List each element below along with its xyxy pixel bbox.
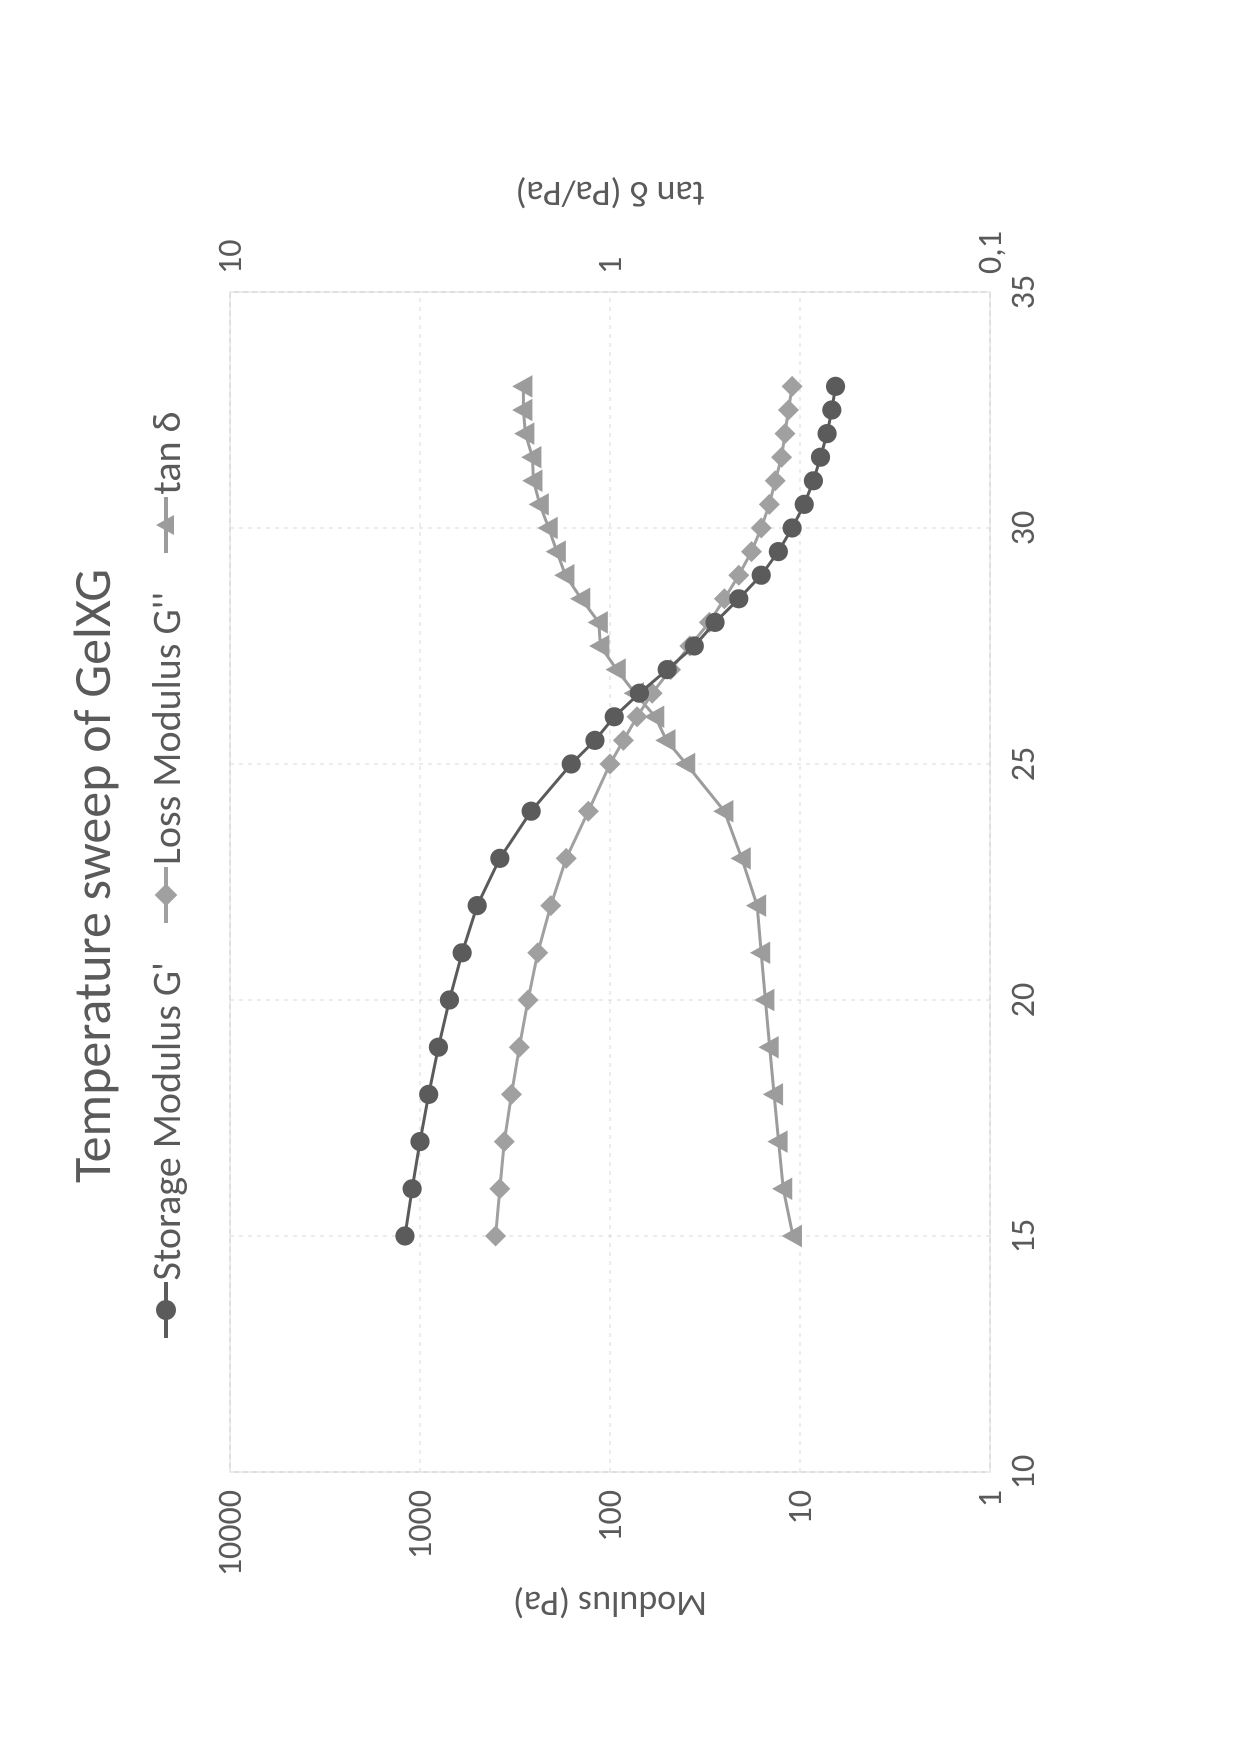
svg-text:Modulus (Pa): Modulus (Pa) — [513, 1582, 707, 1626]
svg-text:1: 1 — [970, 1490, 1011, 1507]
svg-text:35: 35 — [1003, 275, 1044, 309]
figure: Temperature sweep of GelXG Storage Modul… — [0, 0, 1240, 1752]
svg-text:25: 25 — [1003, 747, 1044, 781]
rotated-figure-wrap: Temperature sweep of GelXG Storage Modul… — [0, 0, 1240, 1752]
svg-text:10: 10 — [1003, 1455, 1044, 1489]
svg-text:10000: 10000 — [210, 1490, 251, 1576]
svg-text:15: 15 — [1003, 1219, 1044, 1253]
svg-text:0,1: 0,1 — [970, 231, 1011, 274]
svg-text:30: 30 — [1003, 511, 1044, 545]
svg-text:1: 1 — [590, 257, 631, 274]
svg-text:20: 20 — [1003, 983, 1044, 1017]
svg-text:10: 10 — [780, 1490, 821, 1524]
svg-text:1000: 1000 — [400, 1490, 441, 1559]
svg-text:10: 10 — [210, 240, 251, 274]
svg-text:100: 100 — [590, 1490, 631, 1542]
svg-text:tan δ (Pa/Pa): tan δ (Pa/Pa) — [516, 172, 705, 216]
chart-plot-area: 1015202530351101001000100000,1110Modulus… — [0, 0, 1090, 1752]
page: Temperature sweep of GelXG Storage Modul… — [0, 0, 1240, 1752]
